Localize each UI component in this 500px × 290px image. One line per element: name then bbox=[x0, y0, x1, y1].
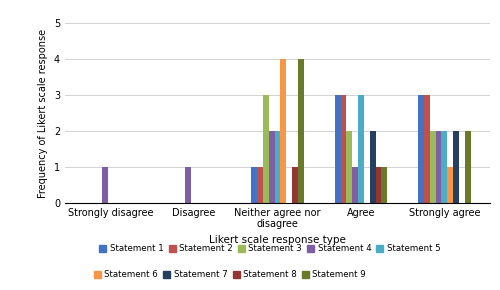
Bar bbox=[268, 131, 274, 203]
Bar bbox=[346, 131, 352, 203]
Bar bbox=[418, 95, 424, 203]
Bar bbox=[352, 167, 358, 203]
Bar bbox=[442, 131, 448, 203]
Legend: Statement 1, Statement 2, Statement 3, Statement 4, Statement 5: Statement 1, Statement 2, Statement 3, S… bbox=[96, 241, 444, 257]
Bar bbox=[376, 167, 382, 203]
Y-axis label: Frequency of Likert scale response: Frequency of Likert scale response bbox=[38, 28, 48, 198]
Bar bbox=[358, 95, 364, 203]
Bar bbox=[424, 95, 430, 203]
Bar bbox=[430, 131, 436, 203]
Bar bbox=[257, 167, 263, 203]
Bar bbox=[382, 167, 387, 203]
Bar bbox=[448, 167, 453, 203]
Bar bbox=[102, 167, 108, 203]
Bar bbox=[465, 131, 470, 203]
Bar bbox=[436, 131, 442, 203]
Bar bbox=[340, 95, 346, 203]
Bar bbox=[251, 167, 257, 203]
Bar bbox=[298, 59, 304, 203]
Bar bbox=[186, 167, 191, 203]
X-axis label: Likert scale response type: Likert scale response type bbox=[209, 235, 346, 245]
Bar bbox=[280, 59, 286, 203]
Legend: Statement 6, Statement 7, Statement 8, Statement 9: Statement 6, Statement 7, Statement 8, S… bbox=[90, 267, 370, 283]
Bar bbox=[370, 131, 376, 203]
Bar bbox=[453, 131, 459, 203]
Bar bbox=[292, 167, 298, 203]
Bar bbox=[274, 131, 280, 203]
Bar bbox=[263, 95, 268, 203]
Bar bbox=[334, 95, 340, 203]
